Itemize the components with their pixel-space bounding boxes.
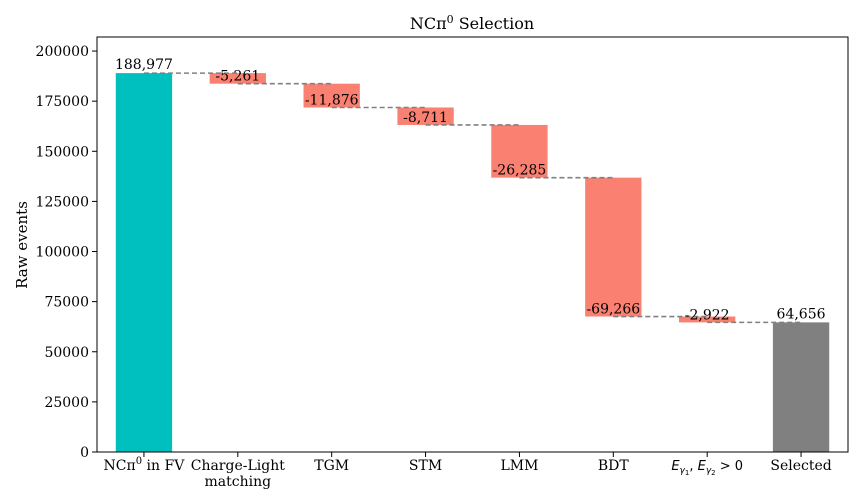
x-tick-label-6: Eγ1, Eγ2 > 0 — [671, 459, 743, 477]
y-tick-label-0: 0 — [80, 445, 89, 461]
x-tick-label-line1: Charge-Light — [191, 458, 285, 474]
x-tick-label-rest: in FV — [142, 458, 185, 474]
x-tick-label-4: LMM — [500, 458, 538, 474]
bar-4 — [491, 124, 548, 178]
x-tick-label-sub2: 2 — [711, 469, 715, 477]
data-label-7: 64,656 — [777, 306, 826, 322]
y-tick-label-4: 100000 — [36, 245, 89, 261]
data-label-1: -5,261 — [215, 69, 260, 85]
x-tick-label-sep: , — [689, 459, 697, 474]
x-tick-label-e1: E — [671, 459, 680, 474]
x-tick-label-main: NCπ — [104, 458, 136, 474]
chart-title-main: NCπ — [410, 14, 447, 33]
y-tick-label-3: 75000 — [44, 295, 89, 311]
y-tick-label-7: 175000 — [36, 94, 89, 110]
y-axis-label: Raw events — [13, 201, 31, 289]
x-tick-label-e2: E — [698, 459, 707, 474]
chart-title-superscript: 0 — [447, 13, 454, 26]
bars-layer — [115, 73, 830, 452]
y-tick-label-2: 50000 — [44, 345, 89, 361]
chart-title-rest: Selection — [454, 14, 535, 33]
x-tick-label-2: TGM — [314, 458, 349, 474]
y-tick-label-5: 125000 — [36, 194, 89, 210]
x-tick-label-main: STM — [409, 458, 442, 474]
bar-6 — [679, 316, 736, 323]
y-tick-label-8: 200000 — [36, 44, 89, 60]
x-tick-label-0: NCπ0 in FV — [104, 456, 186, 474]
x-tick-label-5: BDT — [598, 458, 630, 474]
data-label-2: -11,876 — [305, 92, 359, 108]
bar-7 — [772, 322, 830, 452]
bar-5 — [585, 177, 642, 317]
bar-1 — [209, 73, 266, 84]
x-tick-label-gamma1: γ — [680, 466, 686, 476]
x-axis: NCπ0 in FV Charge-Light matching TGM STM LMM B… — [104, 452, 832, 490]
data-label-4: -26,285 — [493, 163, 547, 179]
x-tick-label-tail: > 0 — [716, 459, 743, 474]
chart-title: NCπ0 Selection — [410, 13, 534, 33]
bar-0 — [115, 73, 173, 452]
bar-3 — [397, 107, 454, 125]
y-axis: 0 25000 50000 75000 100000 125000 150000 175000… — [36, 44, 97, 461]
x-tick-label-main: Selected — [770, 458, 831, 474]
data-labels-layer: 188,977 -5,261 -11,876 -8,711 -26,285 -69,266… — [115, 57, 826, 323]
x-tick-label-line2: matching — [205, 474, 272, 490]
x-tick-label-3: STM — [409, 458, 442, 474]
plot-frame — [96, 36, 849, 453]
x-tick-label-7: Selected — [770, 458, 831, 474]
y-tick-label-6: 150000 — [36, 144, 89, 160]
x-tick-label-sup: 0 — [136, 456, 142, 467]
x-tick-label-main: TGM — [314, 458, 349, 474]
data-label-6: -2,922 — [685, 307, 730, 323]
x-tick-label-main: BDT — [598, 458, 630, 474]
connectors-layer — [143, 72, 802, 324]
data-label-0: 188,977 — [115, 57, 173, 73]
x-tick-label-main: LMM — [500, 458, 538, 474]
y-tick-label-1: 25000 — [44, 395, 89, 411]
data-label-3: -8,711 — [403, 110, 448, 126]
data-label-5: -69,266 — [586, 302, 640, 318]
x-tick-label-1: Charge-Light matching — [191, 458, 285, 490]
x-tick-label-sub1: 1 — [685, 469, 689, 477]
bar-2 — [303, 83, 360, 108]
x-tick-label-gamma2: γ — [706, 466, 712, 476]
